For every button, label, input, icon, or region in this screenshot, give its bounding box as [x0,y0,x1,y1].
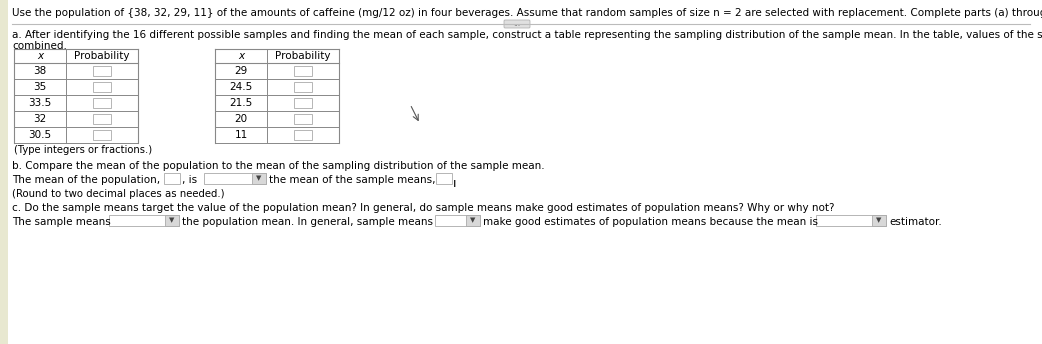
Bar [93,130,111,140]
Bar [436,173,452,184]
Bar [435,215,480,226]
Text: 11: 11 [234,130,248,140]
Text: estimator.: estimator. [889,217,942,227]
FancyBboxPatch shape [504,20,530,28]
Text: The sample means: The sample means [13,217,110,227]
Text: c. Do the sample means target the value of the population mean? In general, do s: c. Do the sample means target the value … [13,203,835,213]
Text: 32: 32 [33,114,47,124]
Text: ...: ... [514,20,521,29]
Text: the mean of the sample means,: the mean of the sample means, [269,175,436,185]
Bar [93,98,111,108]
Text: b. Compare the mean of the population to the mean of the sampling distribution o: b. Compare the mean of the population to… [13,161,545,171]
Bar [215,49,339,143]
Text: ▼: ▼ [256,175,262,182]
Bar [14,49,138,143]
Bar [816,215,886,226]
Bar [294,82,312,92]
Text: the population mean. In general, sample means: the population mean. In general, sample … [182,217,433,227]
Bar [872,215,886,226]
Text: ▼: ▼ [470,217,476,224]
Bar [109,215,179,226]
Text: 24.5: 24.5 [229,82,252,92]
Bar [204,173,266,184]
Text: ▼: ▼ [169,217,175,224]
Text: a. After identifying the 16 different possible samples and finding the mean of e: a. After identifying the 16 different po… [13,30,1042,40]
Text: Use the population of {38, 32, 29, 11} of the amounts of caffeine (mg/12 oz) in : Use the population of {38, 32, 29, 11} o… [13,8,1042,18]
Text: 20: 20 [234,114,248,124]
Bar [294,98,312,108]
Text: ▼: ▼ [876,217,882,224]
Text: x: x [238,51,244,61]
Bar [252,173,266,184]
Text: (Type integers or fractions.): (Type integers or fractions.) [14,145,152,155]
Bar [294,66,312,76]
Text: Probability: Probability [275,51,330,61]
Bar [0,0,8,344]
Bar [294,130,312,140]
Text: (Round to two decimal places as needed.): (Round to two decimal places as needed.) [13,189,225,199]
Text: , is: , is [182,175,197,185]
Bar [165,215,179,226]
Bar [164,173,180,184]
Text: 29: 29 [234,66,248,76]
Text: make good estimates of population means because the mean is: make good estimates of population means … [483,217,818,227]
Bar [466,215,480,226]
Text: combined.: combined. [13,41,67,51]
Text: x: x [36,51,43,61]
Text: 35: 35 [33,82,47,92]
Text: 33.5: 33.5 [28,98,52,108]
Text: 38: 38 [33,66,47,76]
Text: ı: ı [453,177,456,190]
Text: 30.5: 30.5 [28,130,51,140]
Bar [93,66,111,76]
Bar [93,82,111,92]
Text: 21.5: 21.5 [229,98,252,108]
Bar [93,114,111,124]
Bar [294,114,312,124]
Text: The mean of the population,: The mean of the population, [13,175,160,185]
Text: Probability: Probability [74,51,130,61]
